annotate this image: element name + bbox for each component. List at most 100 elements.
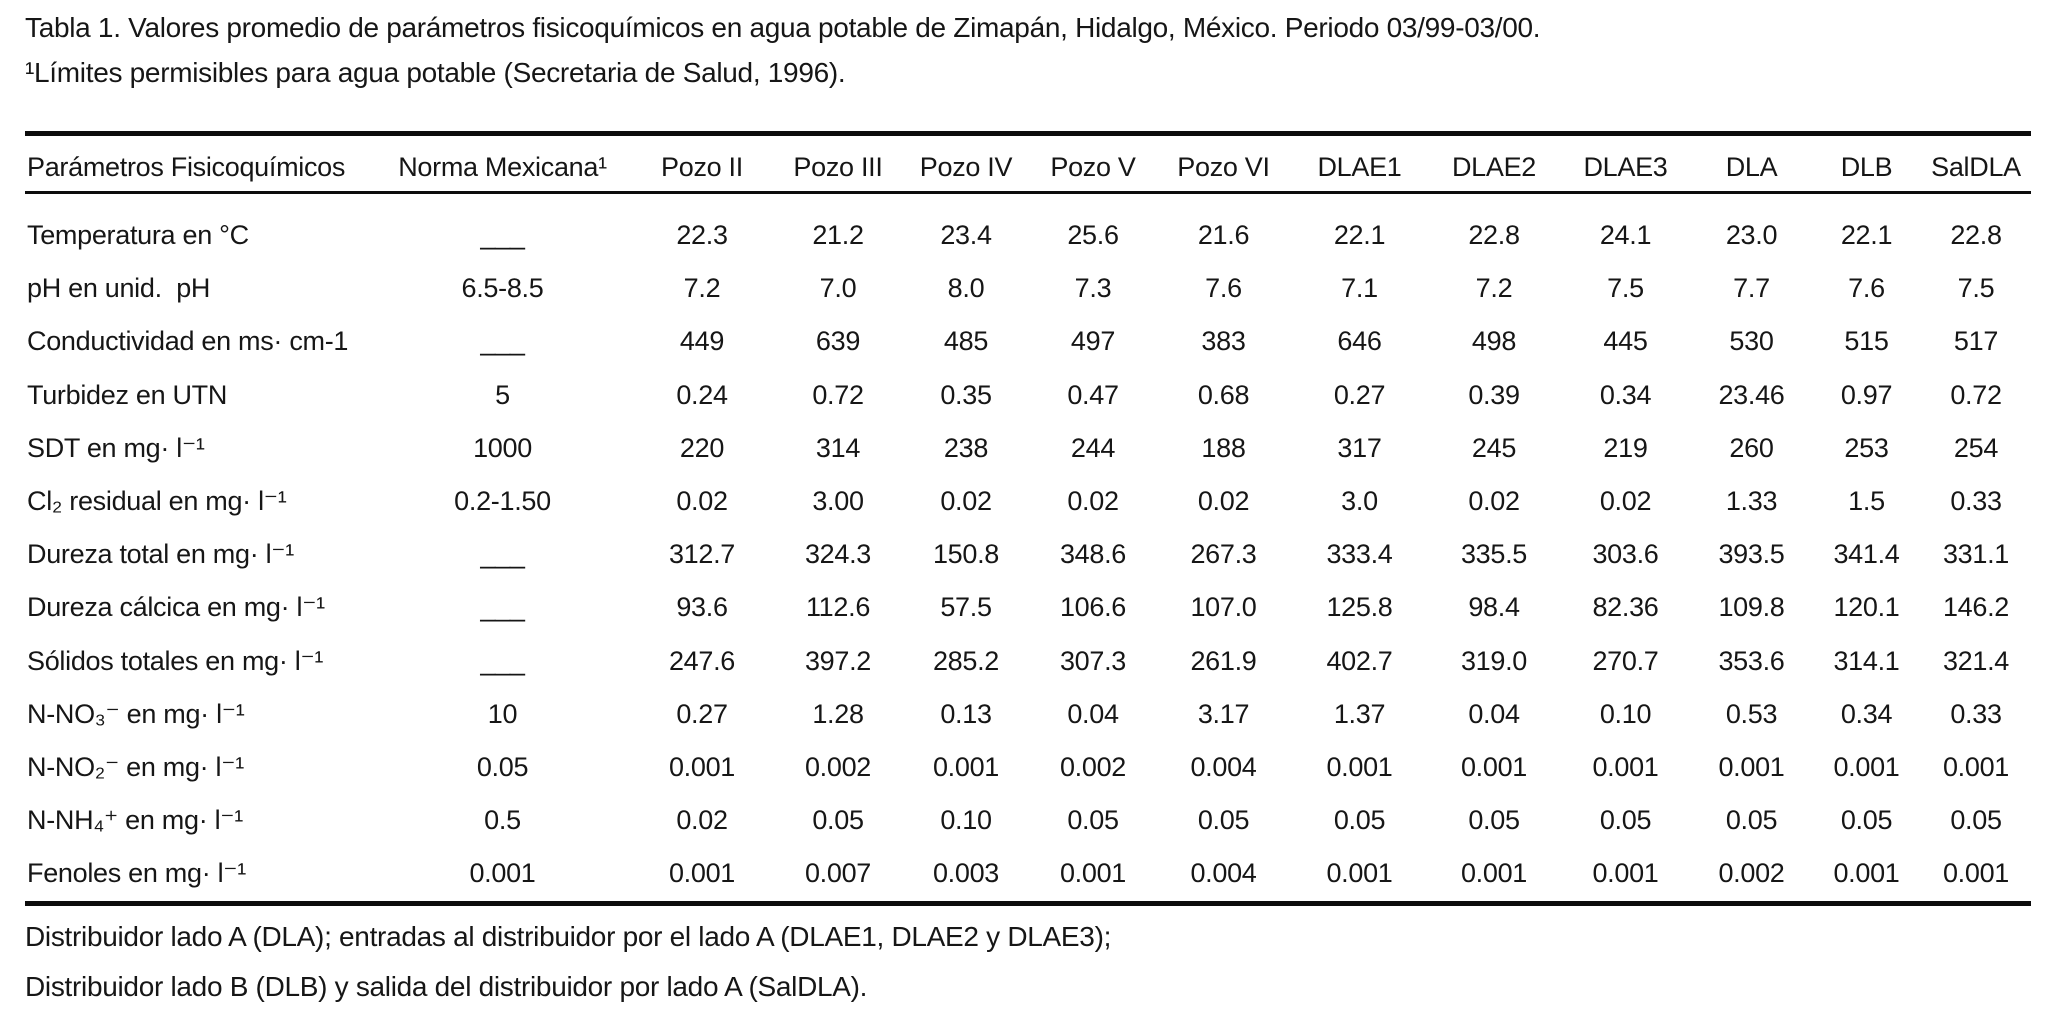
- value-cell: 0.02: [676, 486, 728, 517]
- value-cell: 254: [1953, 432, 1999, 463]
- value-cell: 307.3: [1059, 645, 1127, 676]
- value-cell: 333.4: [1326, 539, 1393, 570]
- column-header: DLAE2: [1451, 152, 1537, 182]
- value-cell: 0.05: [1197, 805, 1250, 836]
- value-cell: 0.27: [1333, 379, 1386, 410]
- table-row: pH en unid. pH 6.5-8.5 7.2 7.0 8.0 7.3 7.6 7.1 7…: [25, 262, 2031, 315]
- value-cell: 0.05: [1599, 805, 1652, 836]
- table-row: SDT en mg· l⁻¹ 1000 220 314 238 244 188 317 245 2…: [25, 422, 2031, 475]
- value-cell: 0.001: [668, 858, 736, 889]
- value-cell: 319.0: [1460, 645, 1528, 676]
- value-cell: 7.6: [1205, 273, 1242, 304]
- value-cell: 0.002: [804, 751, 872, 782]
- norma-cell: 0.2-1.50: [454, 486, 551, 517]
- value-cell: 7.3: [1074, 273, 1112, 304]
- table-subtitle: ¹Límites permisibles para agua potable (…: [25, 57, 846, 88]
- value-cell: 0.001: [1592, 751, 1659, 782]
- param-cell: N-NO₃⁻ en mg· l⁻¹: [27, 698, 245, 729]
- param-cell: Temperatura en °C: [27, 220, 249, 251]
- value-cell: 260: [1729, 432, 1774, 463]
- value-cell: 0.001: [1460, 858, 1528, 889]
- norma-cell: 10: [487, 698, 518, 729]
- value-cell: 125.8: [1326, 592, 1393, 623]
- value-cell: 3.0: [1341, 486, 1378, 517]
- norma-cell: ___: [480, 592, 525, 623]
- value-cell: 498: [1471, 326, 1517, 357]
- column-header: Pozo VI: [1177, 152, 1270, 182]
- value-cell: 331.1: [1942, 539, 2010, 570]
- table-row: Dureza cálcica en mg· l⁻¹ ___ 93.6 112.6 57.…: [25, 581, 2031, 634]
- table-row: Fenoles en mg· l⁻¹ 0.001 0.001 0.007 0.003 0.…: [25, 847, 2031, 900]
- value-cell: 146.2: [1942, 592, 2010, 623]
- value-cell: 1.5: [1848, 486, 1885, 517]
- norma-cell: ___: [480, 645, 525, 676]
- value-cell: 0.001: [1592, 858, 1659, 889]
- value-cell: 0.007: [804, 858, 872, 889]
- param-cell: N-NH₄⁺ en mg· l⁻¹: [27, 805, 243, 836]
- value-cell: 393.5: [1718, 539, 1785, 570]
- value-cell: 0.05: [1468, 805, 1520, 836]
- param-cell: Fenoles en mg· l⁻¹: [27, 858, 246, 889]
- value-cell: 22.8: [1950, 220, 2002, 251]
- param-cell: pH en unid. pH: [27, 273, 211, 304]
- value-cell: 321.4: [1942, 645, 2010, 676]
- value-cell: 0.39: [1468, 379, 1520, 410]
- value-cell: 353.6: [1718, 645, 1785, 676]
- norma-cell: 5: [495, 379, 510, 410]
- value-cell: 22.8: [1468, 220, 1520, 251]
- value-cell: 267.3: [1190, 539, 1257, 570]
- column-header: Pozo II: [661, 152, 743, 182]
- value-cell: 0.72: [1950, 379, 2002, 410]
- value-cell: 0.27: [676, 698, 728, 729]
- value-cell: 7.2: [1475, 273, 1513, 304]
- column-header: DLB: [1840, 152, 1893, 182]
- column-header: DLAE3: [1583, 152, 1668, 182]
- value-cell: 0.001: [668, 751, 736, 782]
- value-cell: 82.36: [1592, 592, 1659, 623]
- table-row: N-NO₃⁻ en mg· l⁻¹ 10 0.27 1.28 0.13 0.04 3.17 1…: [25, 688, 2031, 741]
- header-row: Parámetros Fisicoquímicos Norma Mexicana¹…: [25, 145, 2031, 190]
- value-cell: 0.13: [940, 698, 992, 729]
- value-cell: 0.04: [1067, 698, 1119, 729]
- value-cell: 7.6: [1848, 273, 1885, 304]
- table-row: Conductividad en ms· cm-1 ___ 449 639 485 497…: [25, 315, 2031, 368]
- table-row: Dureza total en mg· l⁻¹ ___ 312.7 324.3 150.…: [25, 528, 2031, 581]
- table-body: Temperatura en °C ___ 22.3 21.2 23.4 25.6 21.6…: [25, 209, 2031, 900]
- value-cell: 22.1: [1840, 220, 1893, 251]
- value-cell: 24.1: [1599, 220, 1652, 251]
- value-cell: 0.05: [1725, 805, 1778, 836]
- value-cell: 188: [1201, 432, 1246, 463]
- param-cell: SDT en mg· l⁻¹: [27, 432, 205, 463]
- norma-cell: 0.001: [469, 858, 536, 889]
- value-cell: 7.0: [819, 273, 857, 304]
- value-cell: 22.1: [1333, 220, 1386, 251]
- table-header: Parámetros Fisicoquímicos Norma Mexicana¹…: [25, 145, 2031, 190]
- value-cell: 7.2: [683, 273, 721, 304]
- value-cell: 7.5: [1607, 273, 1644, 304]
- value-cell: 0.02: [1067, 486, 1119, 517]
- value-cell: 106.6: [1059, 592, 1127, 623]
- param-cell: Conductividad en ms· cm-1: [27, 326, 349, 357]
- value-cell: 0.001: [1718, 751, 1785, 782]
- value-cell: 0.05: [1950, 805, 2002, 836]
- value-cell: 0.02: [1599, 486, 1652, 517]
- norma-cell: ___: [480, 326, 525, 357]
- value-cell: 530: [1729, 326, 1774, 357]
- value-cell: 0.002: [1059, 751, 1127, 782]
- value-cell: 397.2: [804, 645, 872, 676]
- value-cell: 112.6: [805, 592, 871, 623]
- value-cell: 3.00: [812, 486, 864, 517]
- value-cell: 0.02: [676, 805, 728, 836]
- value-cell: 120.1: [1833, 592, 1900, 623]
- value-cell: 317: [1337, 432, 1382, 463]
- table-row: N-NO₂⁻ en mg· l⁻¹ 0.05 0.001 0.002 0.001 0.00…: [25, 741, 2031, 794]
- value-cell: 98.4: [1468, 592, 1520, 623]
- value-cell: 497: [1070, 326, 1116, 357]
- value-cell: 0.02: [1197, 486, 1250, 517]
- norma-cell: 0.05: [476, 751, 529, 782]
- value-cell: 1.28: [812, 698, 864, 729]
- value-cell: 0.47: [1067, 379, 1119, 410]
- norma-cell: ___: [480, 220, 525, 251]
- value-cell: 219: [1603, 432, 1648, 463]
- value-cell: 22.3: [676, 220, 728, 251]
